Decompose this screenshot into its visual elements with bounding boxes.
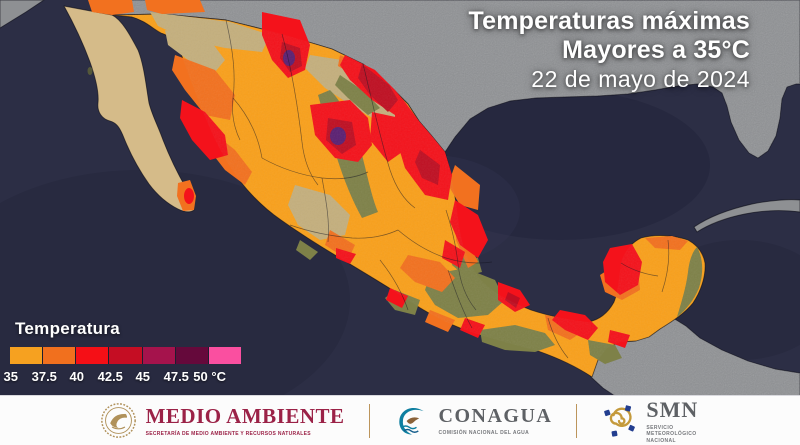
title-date: 22 de mayo de 2024 xyxy=(531,66,750,92)
legend-swatch xyxy=(142,347,175,364)
map-title: Temperaturas máximas Mayores a 35°C 22 d… xyxy=(469,7,750,93)
legend-tick: 47.5 xyxy=(163,369,189,384)
legend-tick: 37.5 xyxy=(31,369,57,384)
legend-swatch xyxy=(109,347,142,364)
legend-tick: 50 °C xyxy=(193,369,226,384)
smn-subtitle: SERVICIO METEOROLÓGICO NACIONAL xyxy=(646,424,697,444)
smn-brand: SMN SERVICIO METEOROLÓGICO NACIONAL xyxy=(601,397,700,445)
baja-california-peninsula xyxy=(63,5,195,213)
legend-tick: 42.5 xyxy=(97,369,123,384)
california-coast xyxy=(0,0,45,29)
legend-title: Temperatura xyxy=(15,319,121,338)
legend-swatch xyxy=(10,347,43,364)
semarnat-brand: MEDIO AMBIENTE SECRETARÍA DE MEDIO AMBIE… xyxy=(100,402,345,439)
title-line-2: Mayores a 35°C xyxy=(562,36,750,64)
semarnat-subtitle: SECRETARÍA DE MEDIO AMBIENTE Y RECURSOS … xyxy=(145,431,311,437)
smn-spiral-logo-icon xyxy=(604,404,636,437)
cuba-landmass xyxy=(693,199,800,233)
legend-tick: 45 xyxy=(135,369,150,384)
smn-name: SMN xyxy=(646,396,699,422)
legend-ticks: 35 37.5 40 42.5 45 47.5 50 °C xyxy=(3,369,280,385)
footer-divider xyxy=(368,403,370,438)
ocean-shading xyxy=(0,90,800,396)
footer-divider xyxy=(576,403,578,438)
conagua-logo-icon xyxy=(398,407,424,434)
mexico-temperature-map xyxy=(0,0,800,396)
conagua-brand: CONAGUA COMISIÓN NACIONAL DEL AGUA xyxy=(394,403,553,439)
conagua-name: CONAGUA xyxy=(438,405,553,427)
conagua-subtitle: COMISIÓN NACIONAL DEL AGUA xyxy=(438,430,530,436)
semarnat-name: MEDIO AMBIENTE xyxy=(145,404,345,428)
legend-swatch xyxy=(175,347,208,364)
institutional-footer: MEDIO AMBIENTE SECRETARÍA DE MEDIO AMBIE… xyxy=(0,395,800,445)
gulf-islands xyxy=(87,62,145,88)
legend-color-bar xyxy=(10,347,241,364)
legend-swatch xyxy=(76,347,109,364)
legend-tick: 35 xyxy=(3,369,18,384)
semarnat-eagle-seal-icon xyxy=(100,403,136,438)
legend-swatch xyxy=(208,347,241,364)
temperature-legend: Temperatura 35 37.5 40 42.5 45 47.5 50 °… xyxy=(3,319,280,385)
us-landmass xyxy=(0,0,800,396)
legend-tick: 40 xyxy=(69,369,84,384)
legend-swatch xyxy=(43,347,76,364)
title-line-1: Temperaturas máximas xyxy=(468,7,750,35)
